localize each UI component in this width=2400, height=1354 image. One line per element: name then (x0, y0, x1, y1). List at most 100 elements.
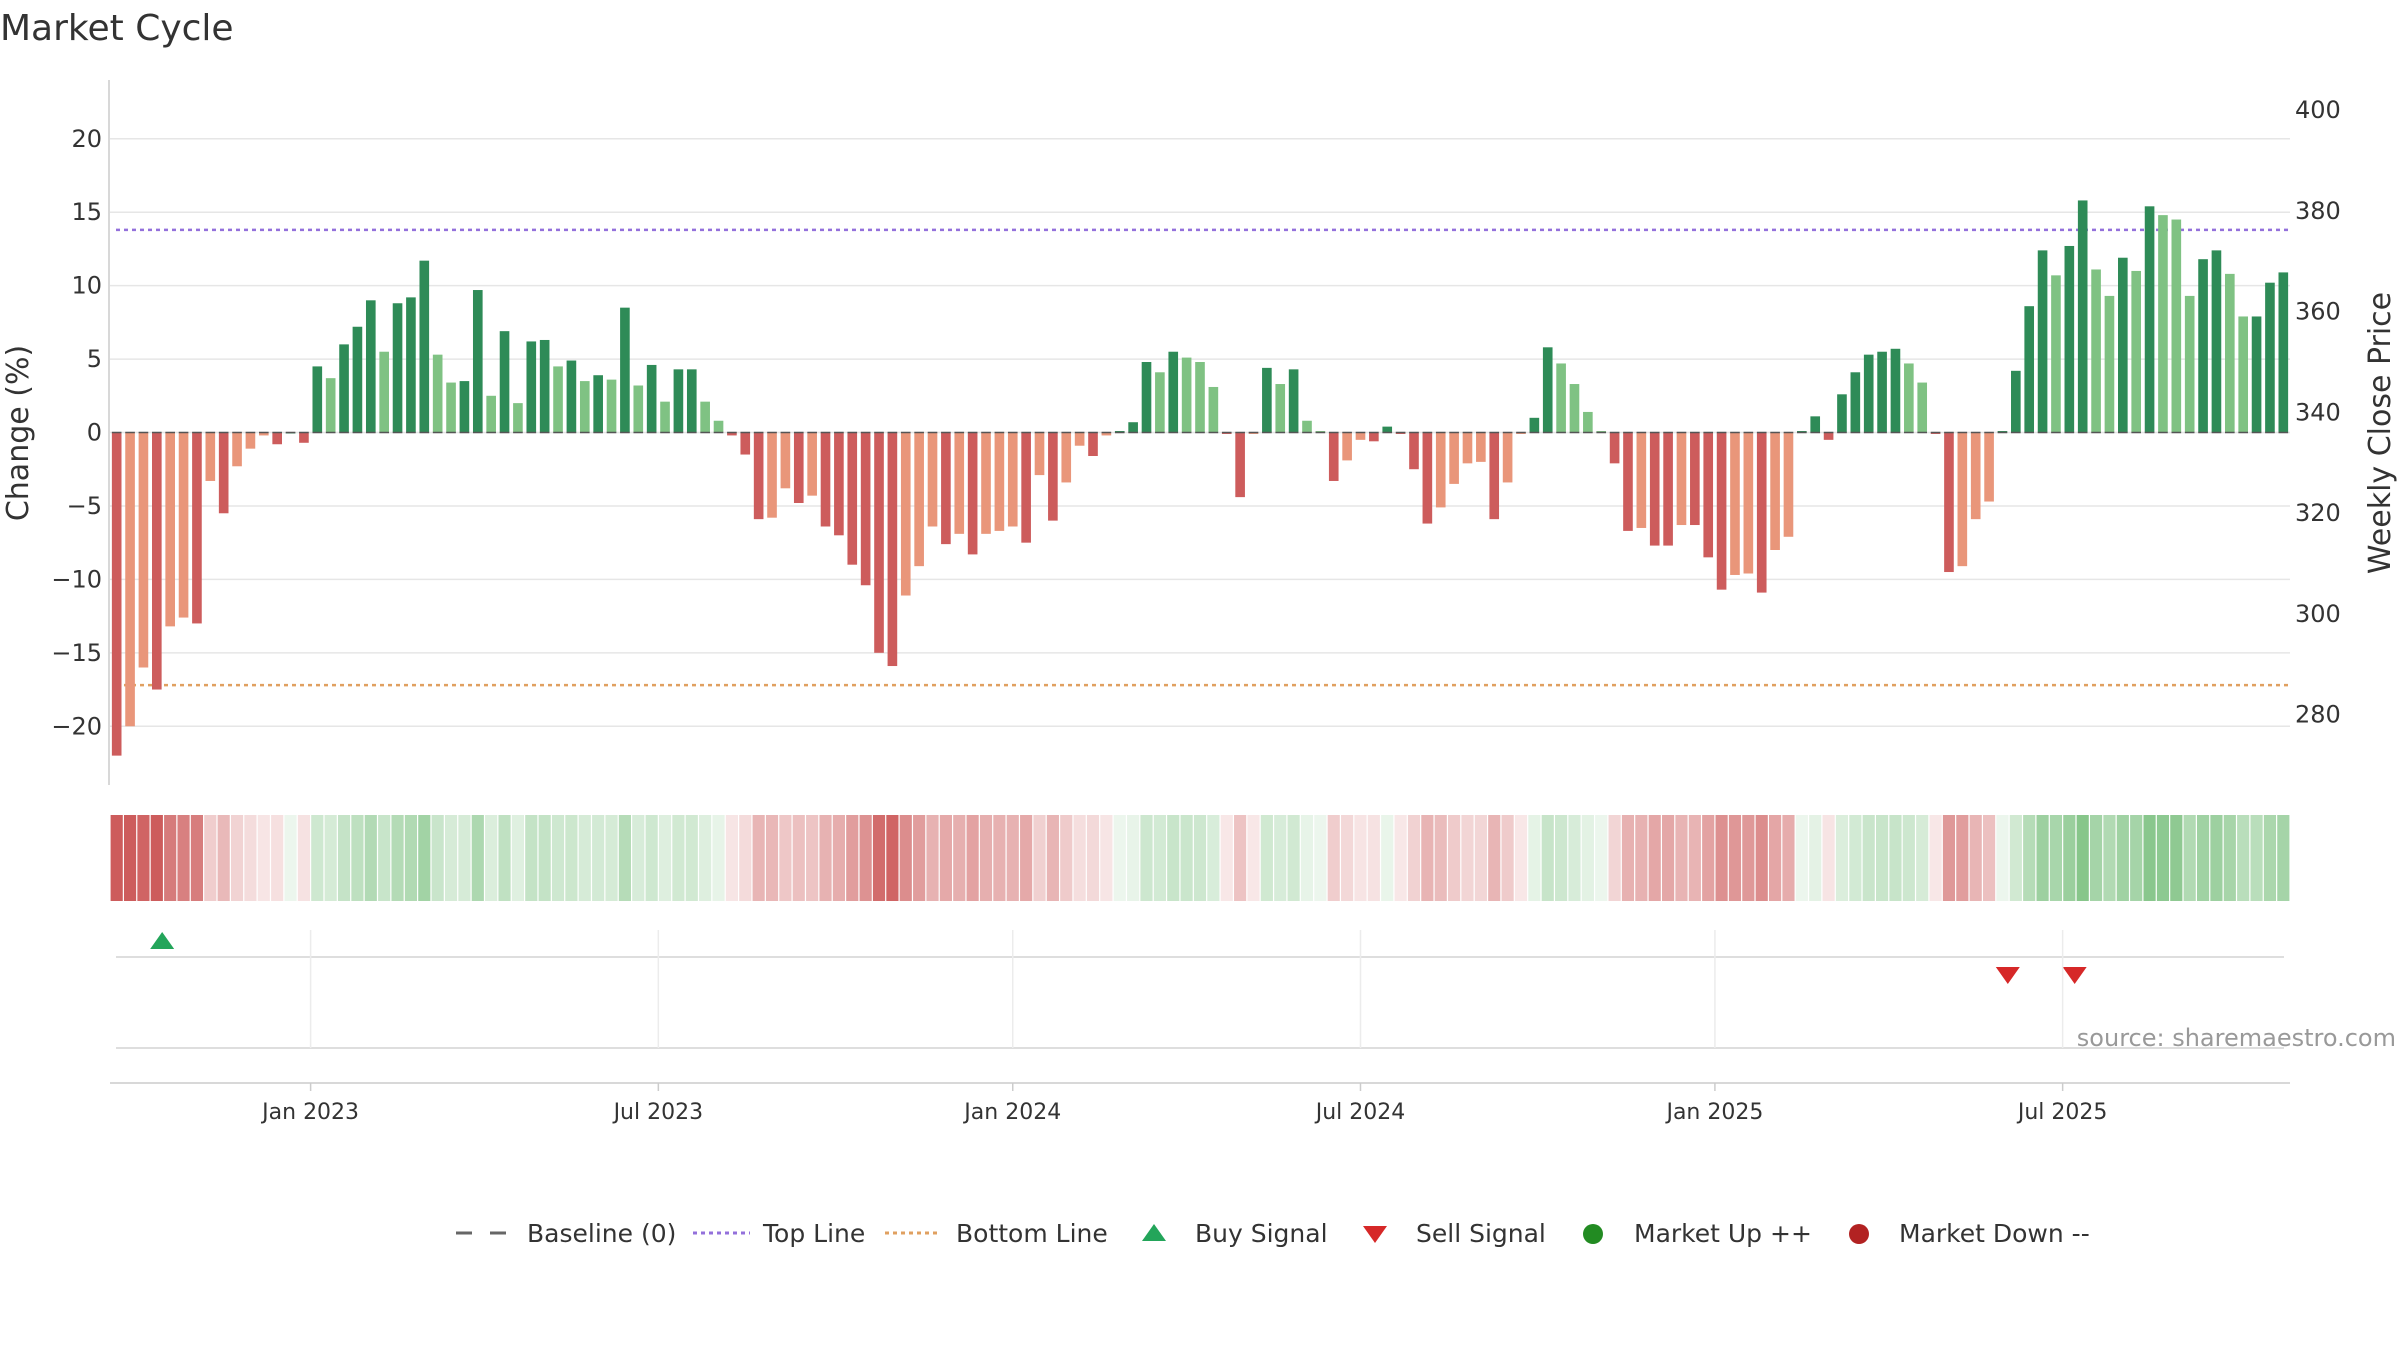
right-tick-label: 360 (2295, 298, 2341, 326)
heat-cell (1448, 815, 1461, 901)
change-bar (2158, 215, 2168, 433)
change-bar (1863, 354, 1874, 433)
change-bar (299, 432, 309, 443)
heat-cell (1394, 815, 1407, 901)
heat-cell (592, 815, 605, 901)
heat-cell (658, 815, 672, 901)
change-bar (192, 432, 202, 624)
sell-signal-marker (1995, 967, 2020, 984)
change-bar (954, 432, 965, 534)
heat-cell (458, 815, 471, 901)
heat-cell (431, 815, 444, 901)
change-bar (941, 432, 951, 545)
change-bar (927, 432, 938, 527)
change-bar (1101, 432, 1112, 436)
change-bar (1583, 411, 1593, 433)
date-tick-label: Jul 2023 (612, 1100, 704, 1125)
heat-cell (846, 815, 859, 901)
change-bar (780, 432, 791, 489)
heat-cell (123, 815, 137, 901)
heat-cell (204, 815, 217, 901)
change-bar (2251, 316, 2262, 433)
change-bar (499, 331, 510, 433)
heat-cell (1769, 815, 1782, 901)
heat-cell (1755, 815, 1768, 901)
heat-cell (1822, 815, 1835, 901)
heat-cell (1889, 815, 1902, 901)
heat-cell (672, 815, 685, 901)
change-bar (138, 432, 149, 668)
change-bar (2104, 295, 2115, 433)
heat-cell (792, 815, 805, 901)
change-bar (1756, 432, 1767, 593)
heat-cell (1287, 815, 1300, 901)
heat-cell (1060, 815, 1073, 901)
heat-cell (1140, 815, 1153, 901)
chart-title: Market Cycle (0, 8, 234, 49)
left-tick-label: 0 (87, 419, 102, 447)
right-axis-ticks: 400 380 360 340 320 300 280 (2295, 96, 2341, 728)
change-bar (1823, 432, 1834, 440)
heat-cell (1595, 815, 1608, 901)
heat-cell (859, 815, 872, 901)
heat-cell (578, 815, 591, 901)
change-bar (994, 432, 1005, 531)
heat-cell (1247, 815, 1260, 901)
change-bar (1048, 432, 1058, 521)
heat-cell (2036, 815, 2049, 901)
heat-cell (1407, 815, 1421, 901)
change-bar (1409, 432, 1419, 470)
change-bar (793, 432, 804, 503)
heat-cell (538, 815, 551, 901)
change-bar (419, 260, 430, 433)
heat-cell (1675, 815, 1688, 901)
reference-lines (116, 228, 2290, 687)
change-bar (673, 369, 684, 433)
heat-cell (739, 815, 752, 901)
legend-sell-label: Sell Signal (1416, 1219, 1546, 1248)
heat-cell (1902, 815, 1915, 901)
heat-cell (565, 815, 578, 901)
change-bar (325, 378, 336, 433)
heat-cell (979, 815, 993, 901)
heat-cell (217, 815, 230, 901)
change-bar (2225, 273, 2235, 433)
change-bar (1369, 432, 1379, 442)
change-bar (513, 403, 523, 433)
change-bar (1743, 432, 1754, 574)
heat-cell (872, 815, 886, 901)
change-bar (820, 432, 831, 527)
heat-cell (1688, 815, 1701, 901)
change-bar (1208, 386, 1219, 433)
change-bar (2064, 245, 2075, 433)
date-tick-label: Jan 2024 (962, 1100, 1061, 1125)
legend-buy-icon (1142, 1224, 1166, 1241)
right-tick-label: 320 (2295, 499, 2341, 527)
heat-cell (2116, 815, 2129, 901)
change-bar (1810, 416, 1821, 433)
change-bar (2011, 370, 2021, 433)
heat-strip (110, 815, 2290, 901)
heat-cell (1421, 815, 1434, 901)
date-axis: Jan 2023 Jul 2023 Jan 2024 Jul 2024 Jan 2025… (110, 930, 2290, 1125)
change-bars (111, 200, 2289, 756)
change-bar (1302, 420, 1312, 433)
heat-cell (244, 815, 257, 901)
change-bar (1449, 432, 1459, 484)
change-bar (1141, 362, 1152, 433)
heat-cell (297, 815, 311, 901)
change-bar (1128, 422, 1138, 433)
change-bar (539, 339, 550, 433)
heat-cell (2223, 815, 2236, 901)
heat-cell (1367, 815, 1380, 901)
date-tick-label: Jul 2025 (2016, 1100, 2108, 1125)
change-bar (660, 401, 670, 433)
change-bar (1770, 432, 1780, 550)
heat-cell (2103, 815, 2116, 901)
change-bar (1556, 363, 1566, 433)
change-bar (1007, 432, 1018, 527)
heat-cell (271, 815, 284, 901)
heat-cell (1046, 815, 1059, 901)
heat-cell (1942, 815, 1956, 901)
change-bar (178, 432, 189, 618)
